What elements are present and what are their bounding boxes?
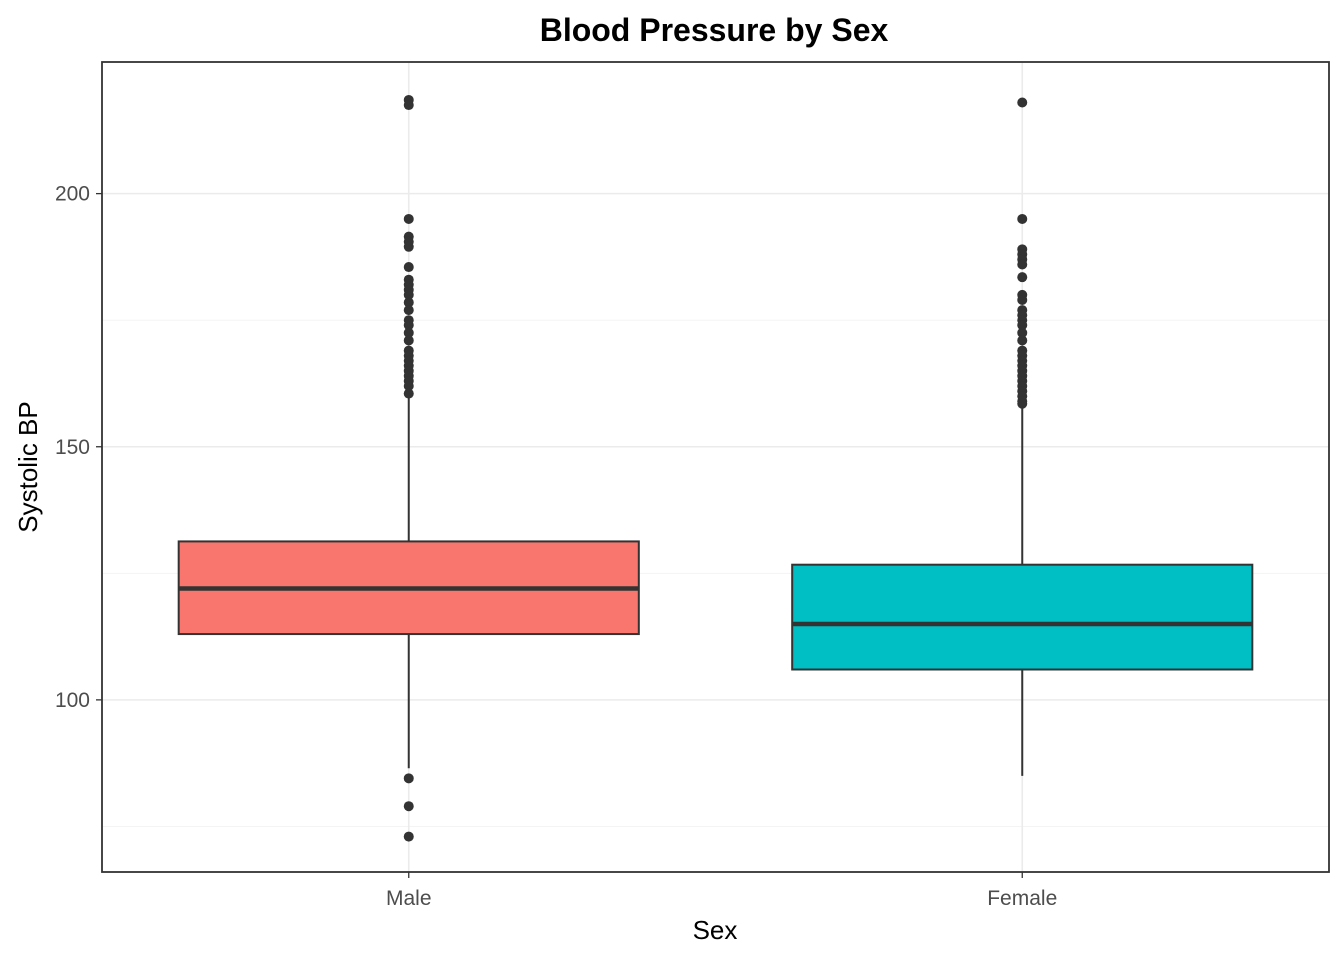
- outlier-point: [403, 335, 414, 346]
- outlier-point: [403, 388, 414, 399]
- outlier-point: [403, 831, 414, 842]
- axes: 100 150 200 Male Female: [55, 183, 1057, 910]
- outlier-point: [1017, 327, 1028, 338]
- x-tick-label-female: Female: [987, 887, 1057, 910]
- boxes: [177, 94, 1254, 842]
- panel-border: [101, 61, 1330, 873]
- outlier-point: [1017, 320, 1028, 331]
- panel-background: [102, 62, 1329, 872]
- outlier-point: [1017, 259, 1028, 270]
- plot-panel: [101, 61, 1330, 873]
- box-group-female: [791, 97, 1254, 776]
- outlier-point: [403, 213, 414, 224]
- outlier-point: [403, 801, 414, 812]
- x-axis-title: Sex: [693, 915, 738, 945]
- outlier-point: [403, 100, 414, 111]
- iqr-box: [791, 563, 1254, 671]
- x-tick-label-male: Male: [386, 887, 432, 910]
- y-tick-label: 150: [55, 436, 90, 459]
- outlier-point: [403, 305, 414, 316]
- outlier-point: [403, 241, 414, 252]
- outlier-point: [403, 262, 414, 273]
- outlier-point: [403, 320, 414, 331]
- outlier-point: [403, 297, 414, 308]
- outlier-point: [403, 289, 414, 300]
- outlier-point: [403, 327, 414, 338]
- outlier-point: [1017, 213, 1028, 224]
- box-group-male: [177, 94, 640, 842]
- y-axis-title: Systolic BP: [13, 401, 43, 533]
- outlier-point: [403, 381, 414, 391]
- y-tick-label: 100: [55, 689, 90, 712]
- outlier-point: [1017, 272, 1028, 283]
- outlier-point: [1017, 294, 1028, 305]
- outlier-point: [1017, 335, 1028, 346]
- y-tick-label: 200: [55, 183, 90, 206]
- outlier-point: [1017, 398, 1028, 409]
- outlier-point: [403, 773, 414, 784]
- outlier-point: [1017, 97, 1028, 108]
- chart-title: Blood Pressure by Sex: [540, 12, 889, 48]
